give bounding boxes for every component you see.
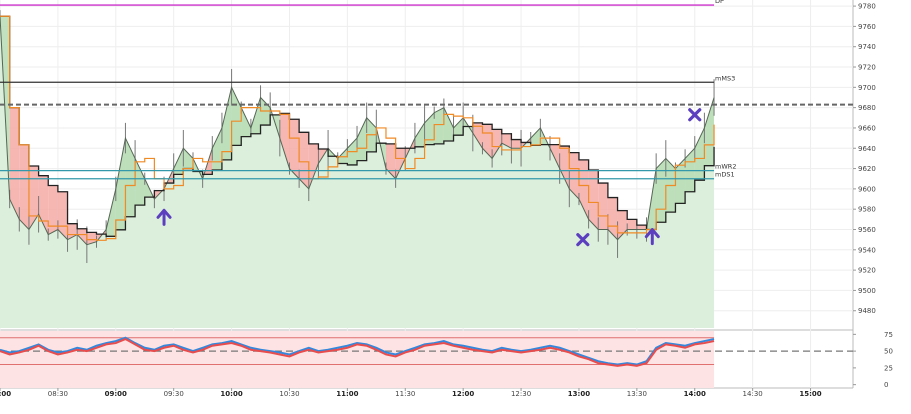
- price-tick-label: 9720: [858, 64, 876, 72]
- bull-cloud-segment: [434, 107, 444, 144]
- bull-cloud-segment: [443, 107, 454, 142]
- exit-cross-icon: [576, 233, 590, 247]
- bear-cloud-segment: [38, 175, 49, 235]
- time-axis: 08:00 08:30 09:00 09:30 10:00 10:30 11:00 11:30…: [0, 388, 822, 398]
- oscillator-background: [0, 331, 715, 388]
- bull-cloud-segment: [337, 148, 348, 164]
- level-label-dp: DP: [715, 0, 724, 5]
- bear-cloud-segment: [9, 107, 20, 220]
- buy-arrow-icon: [644, 228, 660, 246]
- bull-cloud-segment: [221, 87, 232, 160]
- bear-cloud-segment: [28, 166, 39, 230]
- time-tick-label: 09:00: [105, 390, 127, 398]
- osc-series-blue: [0, 336, 715, 366]
- bull-cloud-segment: [453, 117, 464, 136]
- bull-cloud-segment: [675, 158, 686, 204]
- price-axis: 9480 9500 9520 9540 9560 9580 9600 9620 9640 9660…: [853, 3, 876, 315]
- price-tick-label: 9680: [858, 104, 876, 112]
- level-label-mms3: mMS3: [715, 74, 735, 82]
- oscillator-axis: 0 25 50 75: [853, 331, 893, 389]
- exit-cross-icon: [688, 108, 702, 122]
- bear-cloud-segment: [636, 225, 647, 230]
- bull-cloud-segment: [694, 127, 705, 181]
- bear-cloud-segment: [501, 133, 512, 149]
- time-tick-label: 11:30: [395, 390, 415, 398]
- level-label-mwr2: mWR2: [715, 163, 736, 171]
- price-tick-label: 9560: [858, 226, 876, 234]
- time-tick-label: 13:30: [627, 390, 647, 398]
- time-tick-label: 15:00: [799, 390, 821, 398]
- time-tick-label: 13:00: [568, 390, 590, 398]
- price-tick-label: 9480: [858, 307, 876, 315]
- bull-cloud-segment: [173, 148, 184, 175]
- bull-cloud-segment: [115, 138, 126, 230]
- bear-cloud-segment: [19, 144, 29, 230]
- price-tick-label: 9580: [858, 206, 876, 214]
- time-tick-label: 08:30: [48, 390, 68, 398]
- price-tick-label: 9640: [858, 145, 876, 153]
- price-base-area: [0, 16, 715, 328]
- time-tick-label: 09:30: [164, 390, 184, 398]
- osc-tick-label: 75: [884, 331, 893, 339]
- bear-cloud-segment: [598, 183, 608, 230]
- time-tick-label: 10:30: [279, 390, 299, 398]
- bull-cloud-segment: [241, 107, 251, 137]
- price-line: [0, 16, 715, 246]
- bull-cloud-segment: [414, 122, 425, 147]
- price-panel[interactable]: [0, 10, 715, 328]
- time-tick-label: 14:00: [684, 390, 706, 398]
- price-tick-label: 9620: [858, 165, 876, 173]
- bull-cloud-segment: [704, 97, 715, 166]
- bear-cloud-segment: [492, 129, 502, 159]
- bear-cloud-segment: [77, 228, 87, 245]
- bear-cloud-segment: [588, 170, 599, 230]
- time-tick-label: 08:00: [0, 390, 11, 398]
- level-label-mds1: mDS1: [715, 171, 735, 179]
- bear-cloud-segment: [511, 139, 522, 149]
- bear-cloud-segment: [86, 232, 97, 245]
- time-tick-label: 12:30: [511, 390, 531, 398]
- time-tick-label: 11:00: [336, 390, 358, 398]
- time-tick-label: 14:30: [743, 390, 763, 398]
- bear-cloud-segment: [299, 132, 309, 189]
- time-tick-label: 10:00: [220, 390, 242, 398]
- osc-series-red: [0, 337, 715, 367]
- signal-markers: [156, 108, 702, 247]
- bull-cloud-segment: [231, 87, 242, 146]
- price-tick-label: 9500: [858, 287, 876, 295]
- bull-cloud-segment: [183, 148, 193, 169]
- oscillator-panel[interactable]: [0, 331, 853, 388]
- bull-cloud-segment: [530, 127, 541, 146]
- bear-cloud-segment: [627, 219, 637, 230]
- fast-step-line: [0, 15, 715, 241]
- osc-tick-label: 25: [884, 364, 893, 372]
- bear-cloud-segment: [279, 113, 290, 169]
- bull-cloud-segment: [212, 127, 222, 171]
- price-tick-label: 9660: [858, 124, 876, 132]
- osc-tick-label: 50: [884, 348, 893, 356]
- osc-tick-label: 0: [884, 381, 888, 389]
- bear-cloud-segment: [308, 143, 319, 189]
- bull-cloud-segment: [656, 158, 666, 223]
- bear-cloud-segment: [48, 185, 58, 235]
- bear-cloud-segment: [607, 197, 618, 240]
- bear-cloud-segment: [472, 122, 483, 149]
- time-tick-label: 12:00: [452, 390, 474, 398]
- price-tick-label: 9700: [858, 84, 876, 92]
- bull-cloud-segment: [357, 117, 367, 161]
- price-tick-label: 9600: [858, 185, 876, 193]
- bear-cloud-segment: [578, 159, 589, 220]
- price-tick-label: 9780: [858, 3, 876, 11]
- bear-cloud-segment: [57, 191, 68, 240]
- price-tick-label: 9760: [858, 23, 876, 31]
- bull-cloud-segment: [125, 138, 136, 217]
- bear-cloud-segment: [289, 119, 300, 179]
- bear-cloud-segment: [569, 152, 579, 200]
- price-tick-label: 9540: [858, 246, 876, 254]
- price-tick-label: 9740: [858, 43, 876, 51]
- price-tick-label: 9520: [858, 267, 876, 275]
- buy-arrow-icon: [156, 208, 172, 226]
